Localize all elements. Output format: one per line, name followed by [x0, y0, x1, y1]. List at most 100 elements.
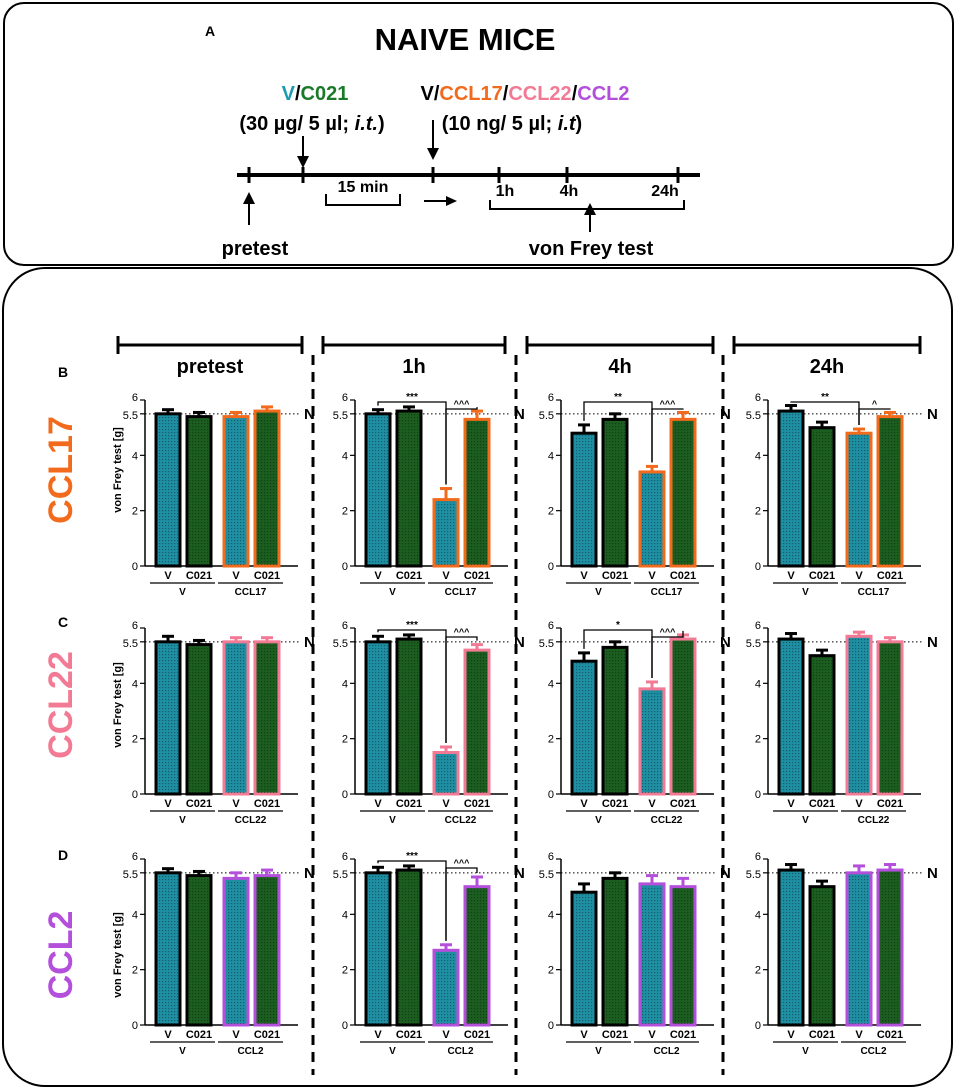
y-tick-label: 0: [548, 561, 554, 573]
category-label: V: [442, 570, 450, 582]
category-label: C021: [602, 798, 628, 810]
bar-texture: [257, 877, 277, 1024]
y-tick-label: 2: [132, 734, 138, 746]
category-label: V: [855, 798, 863, 810]
y-tick-label: 0: [548, 789, 554, 801]
bar-texture: [257, 413, 277, 565]
bar-texture: [642, 885, 662, 1024]
y-tick-label: 2: [755, 965, 761, 977]
category-label: V: [232, 798, 240, 810]
significance-bracket: [445, 636, 478, 743]
significance-bracket: [651, 630, 684, 678]
bar-texture: [467, 421, 487, 565]
group-label: V: [389, 815, 396, 826]
injection-2-label: V/CCL17/CCL22/CCL2: [421, 83, 630, 105]
row-title-ccl22: CCL22: [42, 651, 80, 759]
category-label: V: [648, 1029, 656, 1041]
time-label-1h: 1h: [496, 183, 515, 200]
bar-texture: [812, 657, 832, 793]
inj1-dose-text: (30 µg/ 5 µl;: [239, 113, 354, 135]
results-frame: [2, 267, 953, 1087]
bar-texture: [781, 641, 801, 793]
significance-label: ^^^: [660, 399, 677, 409]
row-label-c: C CCL22 von Frey test [g]: [42, 614, 124, 759]
y-tick-label: 4: [548, 678, 554, 690]
inj2-slash-3: /: [572, 83, 578, 105]
bar-texture: [849, 874, 869, 1024]
y-tick-label: 0: [755, 1020, 761, 1032]
group-label: V: [595, 815, 602, 826]
significance-bracket: [445, 407, 478, 485]
y-tick-label: 4: [548, 450, 554, 462]
group-label: V: [179, 815, 186, 826]
y-tick-label: 6: [132, 392, 138, 404]
category-label: V: [164, 798, 172, 810]
bar-texture: [880, 418, 900, 565]
significance-label: ***: [406, 851, 418, 862]
significance-label: ^^^: [454, 858, 471, 868]
group-label: V: [389, 1046, 396, 1057]
interval-bracket: [325, 194, 401, 206]
y-tick-label: 0: [548, 1020, 554, 1032]
significance-bracket: [651, 408, 684, 463]
y-tick-label: 0: [755, 561, 761, 573]
group-label: V: [179, 1046, 186, 1057]
bar-texture: [781, 872, 801, 1024]
y-tick-label: 6: [342, 851, 348, 863]
y-axis-label-b: von Frey test [g]: [112, 427, 124, 513]
significance-label: ^^^: [454, 399, 471, 409]
group-label: CCL22: [235, 815, 267, 826]
inj2-dose-text: (10 ng/ 5 µl;: [442, 113, 558, 135]
y-tick-label: 6: [755, 620, 761, 632]
category-label: C021: [254, 1029, 280, 1041]
group-label: CCL22: [858, 815, 890, 826]
category-label: V: [580, 570, 588, 582]
y-tick-label: 2: [755, 734, 761, 746]
protocol-panel: A NAIVE MICE V/C021 (30 µg/ 5 µl; i.t.) …: [3, 2, 954, 266]
column-headers: pretest 1h 4h 24h: [116, 336, 922, 378]
column-header-4h: 4h: [525, 336, 715, 378]
y-tick-label: 6: [132, 851, 138, 863]
significance-label: **: [614, 392, 622, 403]
bar-texture: [158, 415, 178, 565]
group-label: CCL2: [653, 1046, 680, 1057]
bar-texture: [849, 638, 869, 793]
group-label: V: [595, 587, 602, 598]
interval-label: 15 min: [338, 179, 389, 196]
category-label: V: [164, 1029, 172, 1041]
y-tick-label: 2: [548, 965, 554, 977]
category-label: V: [442, 1029, 450, 1041]
column-label-24h: 24h: [810, 356, 844, 378]
group-label: CCL22: [651, 815, 683, 826]
category-label: C021: [670, 1029, 696, 1041]
bar-texture: [880, 872, 900, 1024]
category-label: V: [374, 1029, 382, 1041]
bar-texture: [257, 643, 277, 793]
y-tick-label: 5.5: [333, 869, 348, 881]
category-label: V: [580, 1029, 588, 1041]
panel-letter-a: A: [205, 23, 215, 39]
inj2-slash-1: /: [434, 83, 440, 105]
y-axis-label-c: von Frey test [g]: [112, 662, 124, 748]
group-label: CCL2: [860, 1046, 887, 1057]
category-label: V: [232, 1029, 240, 1041]
inj1-route: i.t.: [355, 113, 378, 135]
y-tick-label: 5.5: [123, 638, 138, 650]
bar-texture: [642, 690, 662, 793]
category-label: C021: [186, 570, 212, 582]
bar-texture: [605, 649, 625, 793]
category-label: C021: [877, 1029, 903, 1041]
inj2-close: ): [576, 113, 583, 135]
y-tick-label: 0: [132, 561, 138, 573]
bar-texture: [436, 952, 456, 1024]
significance-label: ^: [872, 399, 878, 409]
y-tick-label: 4: [132, 909, 138, 921]
normal-label: N: [720, 634, 731, 651]
protocol-frame: [3, 2, 954, 266]
